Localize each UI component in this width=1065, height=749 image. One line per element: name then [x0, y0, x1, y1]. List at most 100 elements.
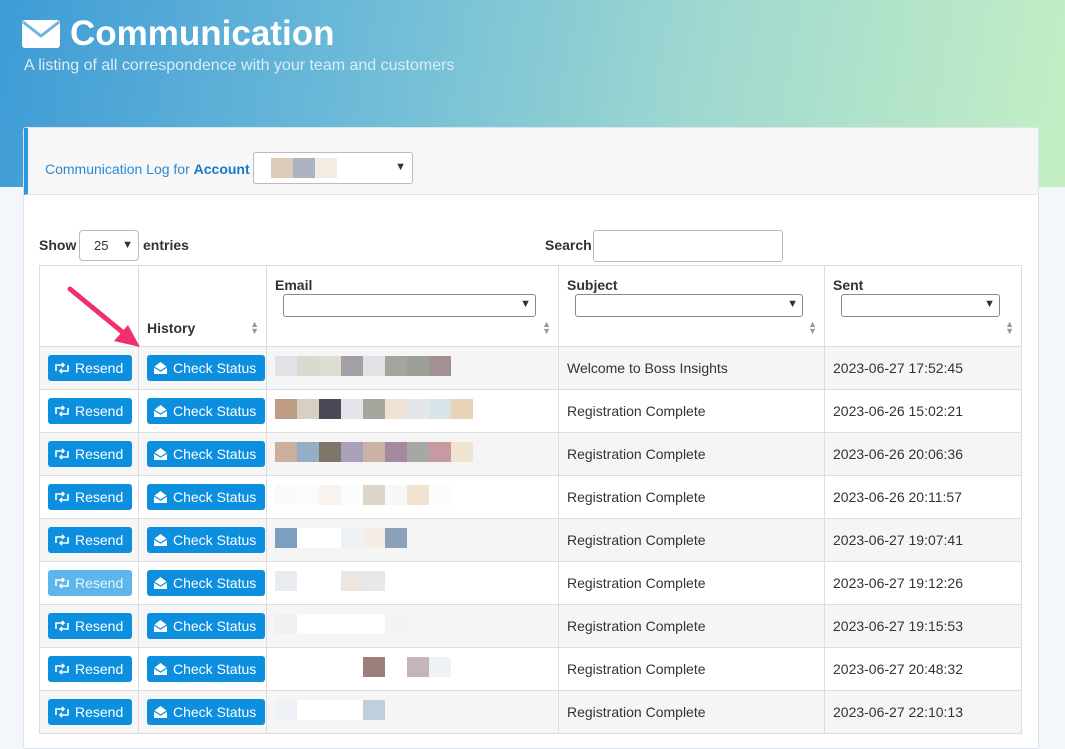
resend-label: Resend [75, 403, 124, 419]
table-row: Resend Check Status Registration Complet… [39, 518, 1022, 562]
history-cell: Check Status [138, 518, 267, 562]
chevron-down-icon: ▼ [122, 239, 133, 251]
sent-cell: 2023-06-27 19:07:41 [824, 518, 1022, 562]
retweet-icon [55, 706, 69, 718]
envelope-icon [22, 20, 60, 48]
resend-button[interactable]: Resend [48, 355, 133, 381]
check-status-button[interactable]: Check Status [147, 484, 266, 510]
check-status-label: Check Status [173, 618, 257, 634]
envelope-open-icon [153, 534, 168, 546]
show-label: Show [39, 237, 77, 253]
check-status-button[interactable]: Check Status [147, 699, 266, 725]
check-status-button[interactable]: Check Status [147, 570, 266, 596]
resend-cell: Resend [39, 647, 139, 691]
subject-cell: Registration Complete [558, 647, 825, 691]
table-row: Resend Check Status Registration Complet… [39, 690, 1022, 734]
resend-cell: Resend [39, 604, 139, 648]
resend-cell: Resend [39, 518, 139, 562]
redacted-email [275, 614, 407, 634]
column-header-history[interactable]: History ▲ ▼ [138, 265, 267, 347]
resend-button[interactable]: Resend [48, 441, 133, 467]
communication-log-label: Communication Log for Account [45, 161, 250, 177]
annotation-arrow-icon [67, 286, 140, 347]
redacted-account-name-part [293, 158, 315, 178]
redacted-email [275, 485, 451, 505]
envelope-open-icon [153, 405, 168, 417]
subject-cell: Welcome to Boss Insights [558, 346, 825, 390]
history-cell: Check Status [138, 346, 267, 390]
email-cell [266, 389, 559, 433]
page-size-select[interactable]: 25 ▼ [79, 230, 139, 261]
envelope-open-icon [153, 362, 168, 374]
history-cell: Check Status [138, 690, 267, 734]
resend-label: Resend [75, 489, 124, 505]
search-input[interactable] [593, 230, 783, 262]
table-row: Resend Check Status Registration Complet… [39, 561, 1022, 605]
sort-icon: ▲ ▼ [250, 319, 259, 336]
email-cell [266, 647, 559, 691]
envelope-open-icon [153, 491, 168, 503]
table-row: Resend Check Status Registration Complet… [39, 475, 1022, 519]
check-status-button[interactable]: Check Status [147, 355, 266, 381]
email-cell [266, 346, 559, 390]
resend-button[interactable]: Resend [48, 484, 133, 510]
check-status-label: Check Status [173, 704, 257, 720]
envelope-open-icon [153, 706, 168, 718]
resend-label: Resend [75, 661, 124, 677]
retweet-icon [55, 663, 69, 675]
account-select[interactable]: ▼ [253, 152, 413, 184]
email-filter-select[interactable]: ▼ [283, 294, 536, 317]
resend-button[interactable]: Resend [48, 570, 133, 596]
redacted-email [275, 356, 451, 376]
column-header-sent[interactable]: Sent ▼ ▲ ▼ [824, 265, 1022, 347]
resend-button[interactable]: Resend [48, 398, 133, 424]
retweet-icon [55, 534, 69, 546]
check-status-button[interactable]: Check Status [147, 613, 266, 639]
sort-icon: ▲ ▼ [808, 319, 817, 336]
log-label-account: Account [193, 161, 250, 177]
check-status-button[interactable]: Check Status [147, 441, 266, 467]
entries-label: entries [143, 237, 189, 253]
history-cell: Check Status [138, 389, 267, 433]
envelope-open-icon [153, 663, 168, 675]
retweet-icon [55, 362, 69, 374]
table-row: Resend Check Status Registration Complet… [39, 432, 1022, 476]
resend-button[interactable]: Resend [48, 527, 133, 553]
subject-cell: Registration Complete [558, 475, 825, 519]
sent-cell: 2023-06-26 15:02:21 [824, 389, 1022, 433]
sent-header-label: Sent [833, 277, 864, 293]
column-header-subject[interactable]: Subject ▼ ▲ ▼ [558, 265, 825, 347]
subject-cell: Registration Complete [558, 690, 825, 734]
chevron-down-icon: ▼ [984, 298, 995, 310]
resend-button[interactable]: Resend [48, 613, 133, 639]
search-label: Search: [545, 237, 597, 253]
redacted-account-name-part [315, 158, 337, 178]
check-status-button[interactable]: Check Status [147, 527, 266, 553]
email-cell [266, 432, 559, 476]
history-cell: Check Status [138, 561, 267, 605]
sent-cell: 2023-06-27 19:12:26 [824, 561, 1022, 605]
email-cell [266, 690, 559, 734]
table-row: Resend Check Status Registration Complet… [39, 604, 1022, 648]
resend-label: Resend [75, 575, 124, 591]
resend-button[interactable]: Resend [48, 699, 133, 725]
redacted-email [275, 528, 407, 548]
log-label-prefix: Communication Log for [45, 161, 190, 177]
redacted-email [275, 700, 385, 720]
sent-filter-select[interactable]: ▼ [841, 294, 1000, 317]
chevron-down-icon: ▼ [787, 298, 798, 310]
page-title-text: Communication [70, 14, 335, 53]
resend-cell: Resend [39, 432, 139, 476]
envelope-open-icon [153, 448, 168, 460]
sent-cell: 2023-06-27 22:10:13 [824, 690, 1022, 734]
subject-filter-select[interactable]: ▼ [575, 294, 803, 317]
check-status-button[interactable]: Check Status [147, 656, 266, 682]
resend-label: Resend [75, 446, 124, 462]
table-row: Resend Check Status Welcome to Boss Insi… [39, 346, 1022, 390]
history-cell: Check Status [138, 475, 267, 519]
check-status-label: Check Status [173, 575, 257, 591]
column-header-email[interactable]: Email ▼ ▲ ▼ [266, 265, 559, 347]
resend-button[interactable]: Resend [48, 656, 133, 682]
check-status-button[interactable]: Check Status [147, 398, 266, 424]
retweet-icon [55, 448, 69, 460]
